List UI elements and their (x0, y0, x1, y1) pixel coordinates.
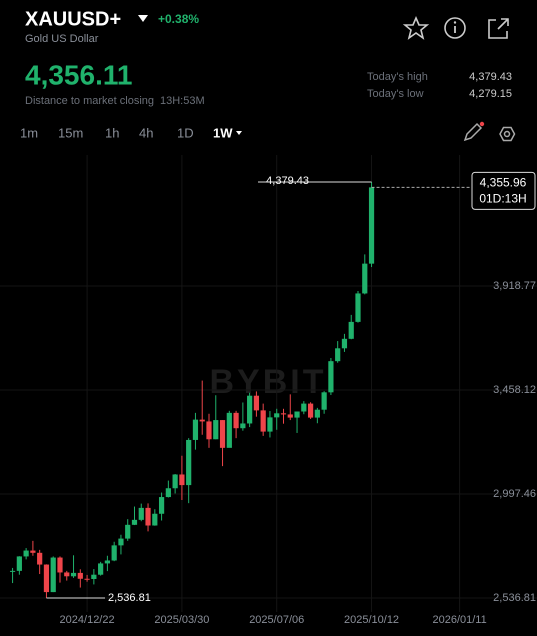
timeframe[interactable]: 15m (58, 125, 83, 140)
candle-body (301, 403, 307, 412)
info-icon[interactable] (444, 17, 466, 39)
draw-badge (479, 121, 485, 127)
symbol-dropdown[interactable] (138, 15, 148, 22)
timeframe[interactable]: 1D (177, 125, 194, 140)
draw-icon[interactable] (463, 122, 483, 142)
candle-body (91, 574, 97, 579)
closing-label-text: Distance to market closing (25, 95, 154, 107)
last-price-countdown: 01D:13H (479, 192, 526, 206)
stat-label: Today's high (367, 71, 428, 83)
candle-body (267, 417, 273, 432)
candle-body (355, 293, 361, 322)
min-marker-label: 2,536.81 (108, 592, 151, 604)
candle-body (138, 507, 144, 520)
y-tick-label: 2,536.81 (493, 592, 536, 604)
timeframe[interactable]: 1m (20, 125, 38, 140)
candle-body (57, 557, 63, 573)
candle-body (287, 414, 293, 418)
plot: BYBIT 2024/12/22 2025/03/30 2025/07/06 2025/… (0, 155, 537, 626)
timeframe[interactable]: 1h (105, 125, 119, 140)
candle-body (37, 552, 43, 565)
candle-body (274, 413, 280, 418)
x-tick-label: 2026/01/11 (432, 614, 486, 626)
candle-body (64, 572, 70, 577)
candle-body (43, 564, 50, 593)
favorite-icon[interactable] (402, 15, 430, 40)
candle-body (111, 545, 117, 561)
candle-body (233, 412, 239, 429)
timeframe-active[interactable]: 1W (213, 125, 233, 140)
candle-body (152, 513, 158, 526)
candle-body (294, 411, 300, 418)
watermark: BYBIT (210, 363, 327, 401)
symbol[interactable]: XAUUSD+ (25, 8, 121, 30)
candle-body (192, 419, 199, 440)
candle-body (341, 338, 348, 349)
candle-body (280, 413, 287, 415)
candle-body (362, 263, 368, 294)
candle-body (131, 519, 138, 525)
candle-body (70, 572, 77, 577)
candle-body (260, 410, 266, 432)
last-price-label: 4,355.96 (480, 176, 527, 190)
candle-body (84, 578, 90, 580)
candle-body (9, 570, 16, 572)
timeframe[interactable]: 4h (139, 125, 153, 140)
price: 4,356.11 (25, 59, 132, 90)
candle-body (307, 403, 314, 418)
candle-body (314, 409, 320, 418)
candle-body (328, 361, 334, 393)
candle-body (240, 423, 246, 429)
x-tick-label: 2025/07/06 (249, 614, 304, 626)
candle-body (23, 550, 29, 557)
candle-body (348, 321, 354, 339)
candle-body (158, 497, 165, 514)
candle-body (253, 395, 260, 411)
candle-body (16, 556, 22, 571)
candle-body (226, 412, 232, 448)
candle-body (118, 538, 124, 546)
timeframe-dropdown[interactable] (236, 131, 242, 135)
x-tick-label: 2025/03/30 (154, 614, 209, 626)
stat-label: Today's low (367, 88, 424, 100)
candle-body (165, 488, 171, 498)
candle-body (104, 560, 110, 564)
share-icon[interactable] (488, 18, 509, 39)
stat-value: 4,279.15 (469, 88, 512, 100)
candle-body (98, 563, 104, 575)
candle-body (30, 550, 36, 553)
candle-body (368, 187, 375, 264)
candle-body (199, 419, 205, 422)
candle-body (125, 524, 131, 539)
change: +0.38% (158, 12, 199, 26)
stat-value: 4,379.43 (469, 71, 512, 83)
candle-body (186, 439, 192, 486)
candle-body (321, 392, 327, 410)
candle-body (219, 420, 226, 448)
closing-time: 13H:53M (160, 95, 205, 107)
candle-body (145, 507, 151, 526)
x-tick-label: 2024/12/22 (60, 614, 115, 626)
candle-body (50, 557, 56, 593)
last-price-box (471, 171, 536, 210)
candle-body (247, 395, 253, 424)
x-tick-label: 2025/10/12 (344, 614, 399, 626)
candle-body (206, 421, 212, 440)
instrument-name: Gold US Dollar (25, 33, 99, 45)
y-tick-label: 2,997.46 (493, 488, 536, 500)
candle-body (179, 474, 185, 486)
y-tick-label: 3,458.12 (493, 384, 536, 396)
closing-label: Distance to market closing 13H:53M (25, 95, 205, 107)
settings-icon[interactable] (499, 126, 516, 142)
max-marker-label: 4,379.43 (266, 175, 309, 187)
candle-body (172, 474, 178, 489)
candle-body (335, 348, 341, 362)
candle-body (213, 420, 219, 440)
y-tick-label: 3,918.77 (493, 280, 536, 292)
candle-body (77, 572, 83, 579)
